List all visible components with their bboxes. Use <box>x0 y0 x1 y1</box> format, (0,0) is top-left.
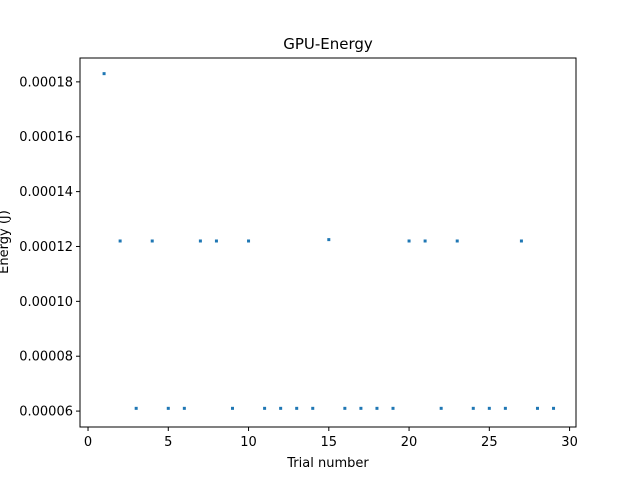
data-point <box>503 406 507 410</box>
x-tick-label: 5 <box>164 435 172 450</box>
x-axis-label: Trial number <box>286 456 369 471</box>
y-tick-label: 0.00010 <box>19 295 73 310</box>
x-tick-label: 0 <box>84 435 92 450</box>
y-axis-label: Energy (J) <box>0 210 12 274</box>
data-point <box>311 406 315 410</box>
data-point <box>102 72 106 76</box>
x-tick-label: 30 <box>561 435 578 450</box>
x-tick-label: 10 <box>240 435 257 450</box>
y-axis: 0.00006 0.00008 0.00010 0.00012 0.00014 0.000… <box>19 75 80 420</box>
data-point <box>519 239 523 243</box>
data-point <box>455 239 459 243</box>
data-point <box>375 406 379 410</box>
x-tick-label: 15 <box>321 435 338 450</box>
data-point <box>359 406 363 410</box>
data-point <box>150 239 154 243</box>
y-tick-label: 0.00006 <box>19 405 73 420</box>
data-point <box>535 406 539 410</box>
data-point <box>198 239 202 243</box>
data-points <box>102 72 556 410</box>
data-point <box>439 406 443 410</box>
y-tick-label: 0.00018 <box>19 75 73 90</box>
data-point <box>391 406 395 410</box>
data-point <box>343 406 347 410</box>
data-point <box>407 239 411 243</box>
data-point <box>230 406 234 410</box>
data-point <box>263 406 267 410</box>
y-tick-label: 0.00014 <box>19 185 73 200</box>
x-axis: 0 5 10 15 20 25 30 <box>84 427 578 450</box>
x-tick-label: 25 <box>481 435 498 450</box>
data-point <box>327 238 331 242</box>
data-point <box>423 239 427 243</box>
chart-title: GPU-Energy <box>283 35 373 53</box>
y-tick-label: 0.00016 <box>19 130 73 145</box>
data-point <box>487 406 491 410</box>
data-point <box>166 406 170 410</box>
plot-frame <box>79 57 577 428</box>
x-tick-label: 20 <box>401 435 418 450</box>
data-point <box>182 406 186 410</box>
y-tick-label: 0.00008 <box>19 350 73 365</box>
data-point <box>295 406 299 410</box>
data-point <box>247 239 251 243</box>
data-point <box>118 239 122 243</box>
data-point <box>471 406 475 410</box>
y-tick-label: 0.00012 <box>19 240 73 255</box>
data-point <box>134 406 138 410</box>
data-point <box>214 239 218 243</box>
data-point <box>552 406 556 410</box>
data-point <box>279 406 283 410</box>
